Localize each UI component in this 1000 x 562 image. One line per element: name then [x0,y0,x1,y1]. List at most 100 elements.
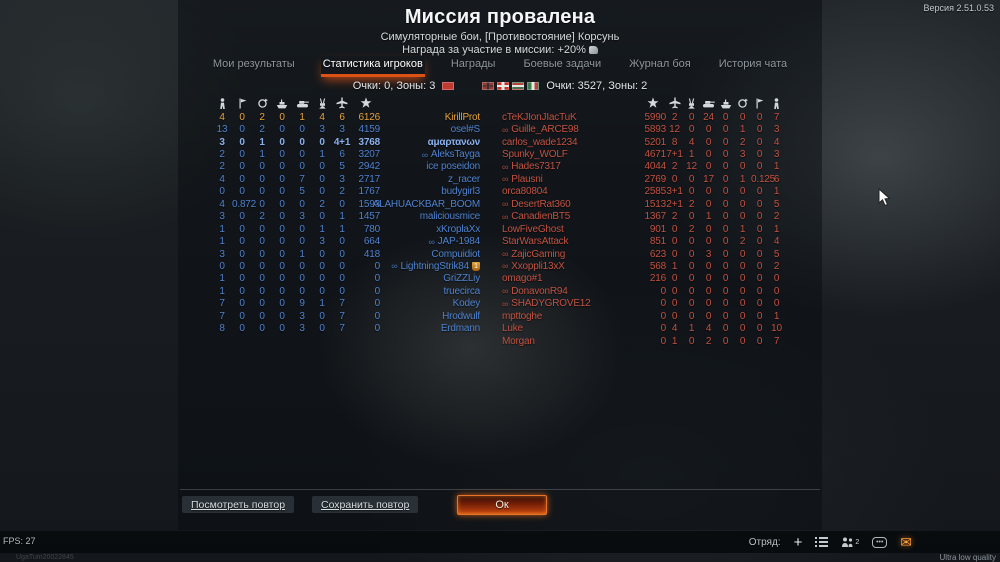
table-row[interactable]: StarWarsAttack 851 0 0 0 0 2 0 4 [502,235,785,247]
player-name-cell[interactable]: budygirl3 [380,186,480,197]
table-row[interactable]: Morgan 0 1 0 2 0 0 0 7 [502,335,785,347]
table-row[interactable]: cTeKJIonJIacTuK 5990 2 0 24 0 0 0 7 [502,111,785,123]
player-name-cell[interactable]: Compuidiot [380,249,480,260]
list-icon[interactable] [815,537,829,547]
table-row[interactable]: 3 0 0 0 1 0 0 418 Compuidiot [212,248,480,260]
player-name: Kodey [452,298,481,310]
player-name-cell[interactable]: ∞ LightningStrik84 1 [380,261,480,272]
table-row[interactable]: orca80804 2585 3+1 0 0 0 0 0 1 [502,186,785,198]
squad-members-icon[interactable]: 2 [841,537,859,547]
player-name-cell[interactable]: Hrodwulf [380,311,480,322]
captures-value: 0 [239,186,245,198]
air-kills-value: 7 [339,310,345,322]
score-value: 1767 [358,186,381,198]
table-row[interactable]: 1 0 0 0 0 0 0 0 GriZZLiy [212,273,480,285]
player-name-cell[interactable]: ALAHUACKBAR_BOOM [373,199,481,210]
aa-kills-value: 2 [319,198,325,210]
table-row[interactable]: ∞ DonavonR94 0 0 0 0 0 0 0 0 [502,285,785,297]
table-row[interactable]: 1 0 0 0 0 1 1 780 xKroplaXx [212,223,480,235]
player-name-cell[interactable]: ∞ JAP-1984 [380,236,480,247]
player-name-cell[interactable]: z_racer [380,174,480,185]
messages-icon[interactable]: ✉ [900,533,912,550]
aa-kills-value: 1 [688,323,695,335]
table-row[interactable]: 0 0 0 0 0 0 0 0 ∞ LightningStrik84 1 [212,260,480,272]
tab-my-results[interactable]: Мои результаты [212,58,295,70]
player-name-cell[interactable]: ice poseidon [380,161,480,172]
player-name-cell[interactable]: ∞ Plausni [502,174,640,185]
player-name-cell[interactable]: ∞ AleksTayga [380,149,481,160]
player-name-cell[interactable]: ∞ DonavonR94 [502,286,640,297]
player-name-cell[interactable]: LowFiveGhost [502,224,640,235]
tab-player-stats[interactable]: Статистика игроков [320,56,425,77]
player-name-cell[interactable]: αμαρτανων [380,137,481,148]
player-name-cell[interactable]: ∞ SHADYGROVE12 [502,298,640,309]
table-row[interactable]: 3 0 2 0 3 0 1 1457 maliciousmice [212,211,480,223]
player-name-cell[interactable]: cTeKJIonJIacTuK [502,112,640,123]
table-row[interactable]: 4 0 0 0 7 0 3 2717 z_racer [212,173,480,185]
table-row[interactable]: 2 0 0 0 0 0 5 2942 ice poseidon [212,161,480,173]
air-kills-value: 0 [671,173,678,185]
player-name-cell[interactable]: ∞ CanadienBT5 [502,211,640,222]
table-row[interactable]: mpttoghe 0 0 0 0 0 0 0 1 [502,310,785,322]
player-name-cell[interactable]: ∞ Guille_ARCE98 [502,124,640,135]
table-row[interactable]: Luke 0 4 1 4 0 0 0 10 [502,322,785,334]
table-row[interactable]: ∞ ZajicGaming 623 0 0 3 0 0 0 5 [502,248,785,260]
table-row[interactable]: 7 0 0 0 9 1 7 0 Kodey [212,298,480,310]
table-row[interactable]: ∞ Guille_ARCE98 5893 12 0 0 0 1 0 3 [502,123,785,135]
player-name-cell[interactable]: Erdmann [380,323,480,334]
tab-awards[interactable]: Награды [450,58,496,70]
table-row[interactable]: 0 0 0 0 5 0 2 1767 budygirl3 [212,186,480,198]
player-name-cell[interactable]: truecirca [380,286,480,297]
player-name-cell[interactable]: osel#S [380,124,481,135]
table-row[interactable]: ∞ Plausni 2769 0 0 17 0 1 0.125 6 [502,173,785,185]
table-row[interactable]: LowFiveGhost 901 0 2 0 0 1 0 1 [502,223,785,235]
player-name-cell[interactable]: ∞ ZajicGaming [502,249,640,260]
table-row[interactable]: 1 0 0 0 0 3 0 664 ∞ JAP-1984 [212,235,480,247]
table-row[interactable]: 3 0 1 0 0 0 4+1 3768 αμαρτανων [212,136,480,148]
ok-button[interactable]: Ок [457,495,547,515]
save-replay-button[interactable]: Сохранить повтор [312,496,419,513]
player-name: ZajicGaming [511,248,566,260]
table-row[interactable]: 2 0 1 0 0 1 6 3207 ∞ AleksTayga [212,148,480,160]
captures-value: 0 [756,223,763,235]
table-row[interactable]: Spunky_WOLF 4671 7+1 1 0 0 3 0 3 [502,148,785,160]
air-kills-value: 2 [671,111,678,123]
player-name-cell[interactable]: StarWarsAttack [502,236,640,247]
watch-replay-button[interactable]: Посмотреть повтор [182,496,295,513]
squad-invite-icon[interactable]: + [793,533,803,551]
player-name-cell[interactable]: GriZZLiy [380,273,480,284]
table-row[interactable]: ∞ DesertRat360 1513 2+1 2 0 0 0 0 5 [502,198,785,210]
table-row[interactable]: 7 0 0 0 3 0 7 0 Hrodwulf [212,310,480,322]
player-name-cell[interactable]: ∞ Hades7317 [502,161,640,172]
table-row[interactable]: 8 0 0 0 3 0 7 0 Erdmann [212,322,480,334]
player-name-cell[interactable]: ∞ Xxoppli13xX [502,261,640,272]
player-name-cell[interactable]: Morgan [502,336,640,347]
player-name-cell[interactable]: carlos_wade1234 [502,137,640,148]
player-name-cell[interactable]: mpttoghe [502,311,640,322]
player-name-cell[interactable]: maliciousmice [380,211,480,222]
player-name-cell[interactable]: Luke [502,323,640,334]
player-name-cell[interactable]: omago#1 [502,273,640,284]
tab-battle-tasks[interactable]: Боевые задачи [523,58,602,70]
naval-kills-value: 0 [279,124,285,136]
table-row[interactable]: 13 0 2 0 0 3 3 4159 osel#S [212,123,481,136]
table-row[interactable]: 4 0 2 0 1 4 6 6126 KirillProt [212,111,480,123]
player-name: LowFiveGhost [502,223,564,235]
table-row[interactable]: carlos_wade1234 5201 8 4 0 0 2 0 4 [502,136,785,148]
table-row[interactable]: ∞ SHADYGROVE12 0 0 0 0 0 0 0 0 [502,298,785,310]
player-name-cell[interactable]: orca80804 [502,186,640,197]
chat-icon[interactable]: ••• [872,536,888,548]
table-row[interactable]: ∞ CanadienBT5 1367 2 0 1 0 0 0 2 [502,211,785,223]
table-row[interactable]: ∞ Xxoppli13xX 568 1 0 0 0 0 0 2 [502,260,785,272]
tab-chat-history[interactable]: История чата [718,58,788,70]
table-row[interactable]: omago#1 216 0 0 0 0 0 0 0 [502,273,785,285]
table-row[interactable]: ∞ Hades7317 4044 2 12 0 0 0 0 1 [502,161,785,173]
table-row[interactable]: 4 0.872 0 0 0 2 0 1593 ALAHUACKBAR_BOOM [212,198,480,210]
player-name-cell[interactable]: Spunky_WOLF [502,149,640,160]
player-name-cell[interactable]: Kodey [380,298,481,310]
player-name-cell[interactable]: KirillProt [380,112,480,123]
table-row[interactable]: 1 0 0 0 0 0 0 0 truecirca [212,285,480,297]
player-name-cell[interactable]: xKroplaXx [380,224,480,235]
player-name-cell[interactable]: ∞ DesertRat360 [502,199,640,210]
tab-battle-log[interactable]: Журнал боя [629,58,691,70]
